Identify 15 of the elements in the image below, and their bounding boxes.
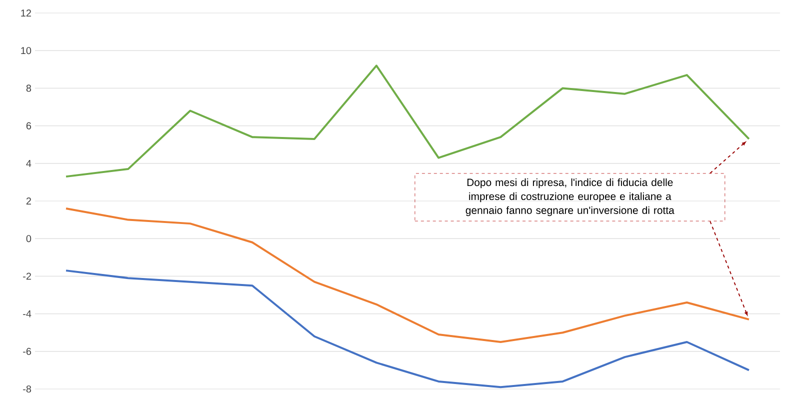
line-series [65, 64, 750, 178]
y-tick-label: 8 [26, 84, 32, 92]
y-tick-label: -2 [23, 272, 31, 280]
line-series [65, 208, 750, 343]
y-tick-label: -8 [23, 385, 32, 393]
y-tick-label: 4 [26, 160, 32, 167]
y-tick-label: 10 [21, 47, 32, 54]
y-tick-label: -6 [23, 348, 32, 355]
y-tick-label: 2 [26, 198, 31, 204]
line-series [65, 270, 750, 388]
y-tick-label: -4 [23, 310, 32, 318]
y-tick-label: 12 [21, 10, 31, 16]
y-tick-label: 6 [26, 122, 32, 130]
annotation: Dopo mesi di ripresa, l'indice di fiducia delle imprese di costruzione europee e italiane a gennaio fanno segnare un'inversione di rotta [466, 178, 674, 216]
y-tick-label: 0 [26, 235, 32, 242]
